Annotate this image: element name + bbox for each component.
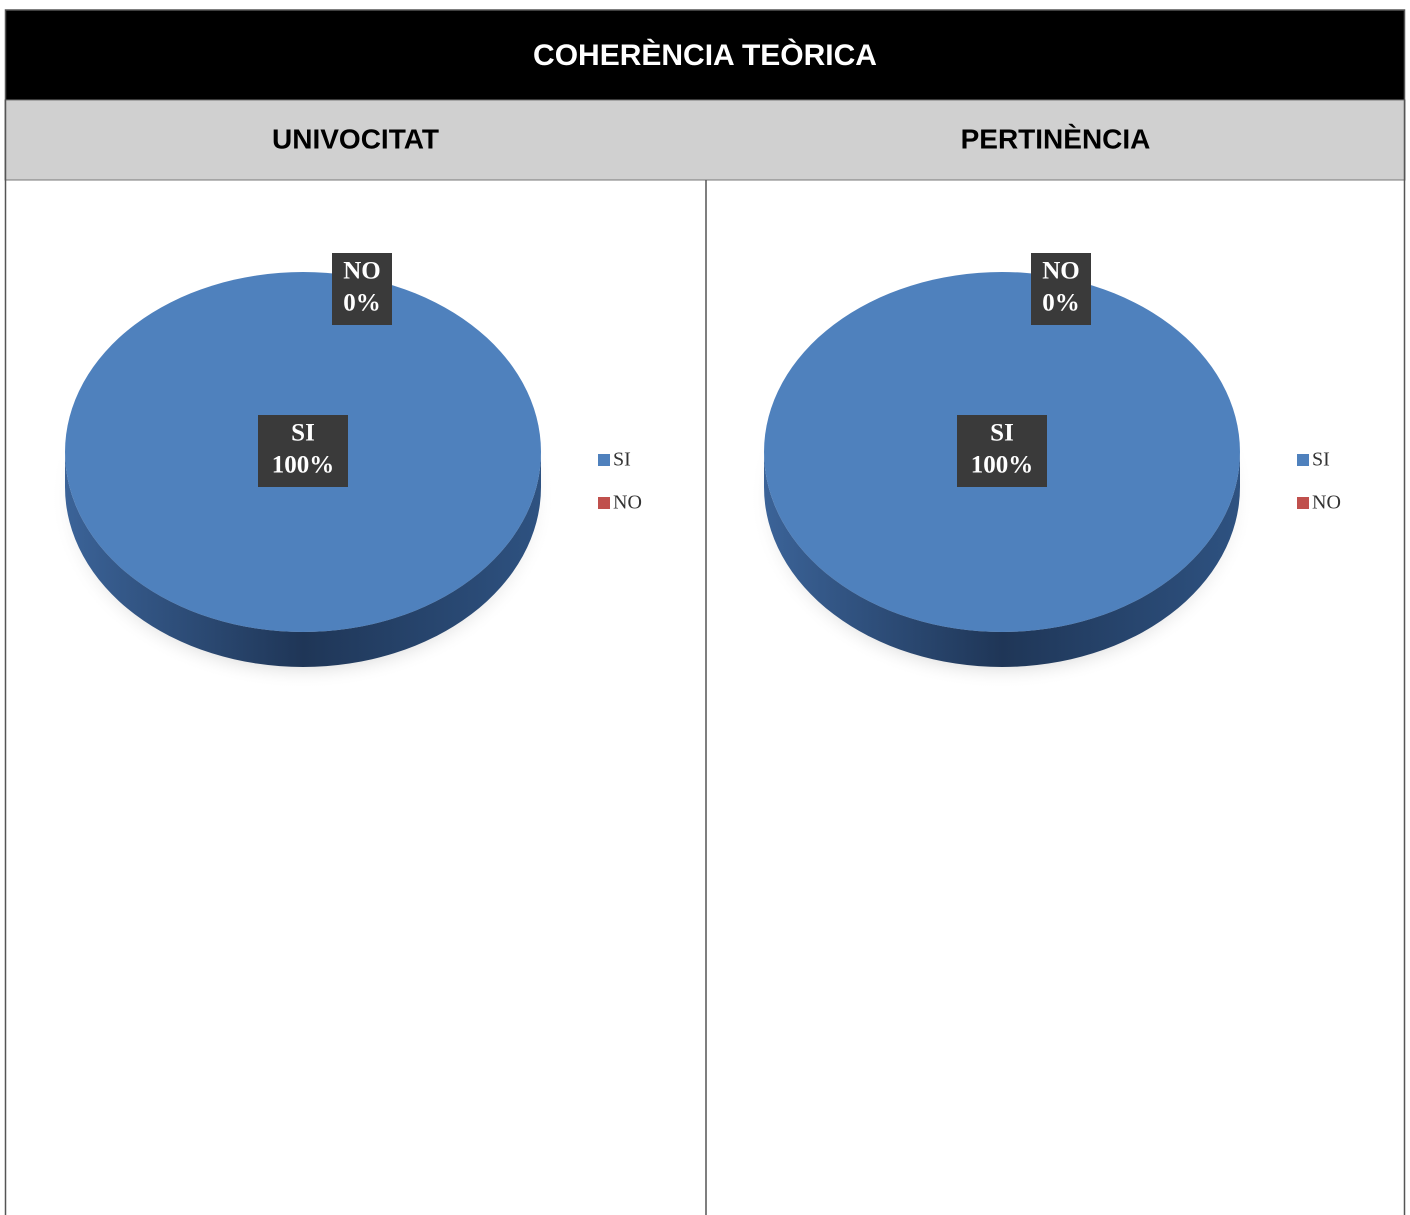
header-bar [5, 10, 1405, 100]
legend-label: SI [1312, 449, 1330, 471]
data-label-value: 100% [272, 452, 335, 479]
data-label-category: SI [291, 420, 315, 447]
data-label-category: NO [1042, 258, 1080, 285]
data-label-value: 0% [343, 290, 381, 317]
legend-swatch [1297, 497, 1309, 509]
legend-label: SI [613, 449, 631, 471]
data-label-category: SI [990, 420, 1014, 447]
legend-label: NO [613, 492, 642, 514]
pie-side [764, 452, 1240, 667]
page-title: COHERÈNCIA TEÒRICA [533, 38, 877, 72]
data-label-box [332, 253, 392, 325]
data-label-box [957, 415, 1047, 487]
data-label-value: 100% [971, 452, 1034, 479]
legend-swatch [1297, 454, 1309, 466]
subheader-row [4, 99, 1406, 181]
legend-swatch [598, 454, 610, 466]
table-border [4, 9, 1406, 1215]
data-label-box [258, 415, 348, 487]
data-label-value: 0% [1042, 290, 1080, 317]
pie-side [65, 452, 541, 667]
data-label-category: NO [343, 258, 381, 285]
data-label-box [1031, 253, 1091, 325]
legend-swatch [598, 497, 610, 509]
chart-title: UNIVOCITAT [272, 123, 439, 154]
legend-label: NO [1312, 492, 1341, 514]
chart-title: PERTINÈNCIA [961, 123, 1151, 154]
